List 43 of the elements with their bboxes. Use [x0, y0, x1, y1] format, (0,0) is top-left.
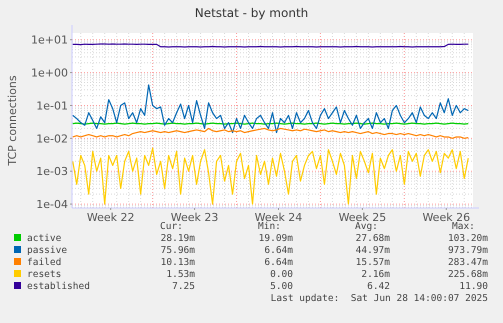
text: 11.90	[459, 281, 488, 292]
text: 283.47m	[448, 257, 488, 268]
text: 27.68m	[356, 233, 390, 244]
text: 5.00	[270, 281, 294, 292]
legend-label: passive	[27, 245, 68, 256]
y-tick-label: 1e-01	[36, 99, 68, 112]
text: Cur:	[160, 221, 183, 232]
text: 6.64m	[264, 257, 294, 268]
text: 225.68m	[448, 269, 488, 280]
y-tick-label: 1e-02	[36, 132, 68, 146]
y-tick-label: 1e+01	[31, 34, 68, 47]
text: Last update: Sat Jun 28 14:00:07 2025	[270, 293, 488, 304]
text: 973.79m	[448, 245, 488, 256]
text: 44.97m	[356, 245, 390, 256]
y-axis-title: TCP connections	[6, 75, 19, 167]
line-series	[72, 148, 469, 205]
text: 0.00	[270, 269, 294, 280]
text: 19.09m	[258, 233, 294, 244]
text: 15.57m	[356, 257, 390, 268]
y-tick-label: 1e-04	[36, 198, 68, 212]
text: 6.64m	[264, 245, 294, 256]
text: 7.25	[172, 281, 195, 292]
y-tick-label: 1e-03	[36, 165, 68, 178]
text: 103.20m	[448, 233, 488, 244]
legend-label: established	[27, 281, 90, 292]
text: 2.16m	[361, 269, 390, 280]
text: Max:	[452, 221, 475, 232]
legend-label: active	[27, 233, 62, 244]
legend-label: resets	[27, 269, 62, 280]
legend-label: failed	[27, 257, 62, 268]
text: Min:	[258, 221, 281, 232]
text: 10.13m	[160, 257, 196, 268]
y-tick-label: 1e+00	[31, 66, 68, 80]
text: 28.19m	[160, 233, 196, 244]
line-series	[72, 84, 469, 134]
text: Avg:	[355, 221, 378, 232]
text: 1.53m	[166, 269, 196, 280]
line-series	[72, 128, 469, 139]
x-tick-label: Week 23	[170, 211, 218, 224]
chart-title: Netstat - by month	[194, 6, 308, 20]
text: 6.42	[367, 281, 390, 292]
text: 75.96m	[160, 245, 196, 256]
x-tick-label: Week 22	[86, 211, 135, 224]
